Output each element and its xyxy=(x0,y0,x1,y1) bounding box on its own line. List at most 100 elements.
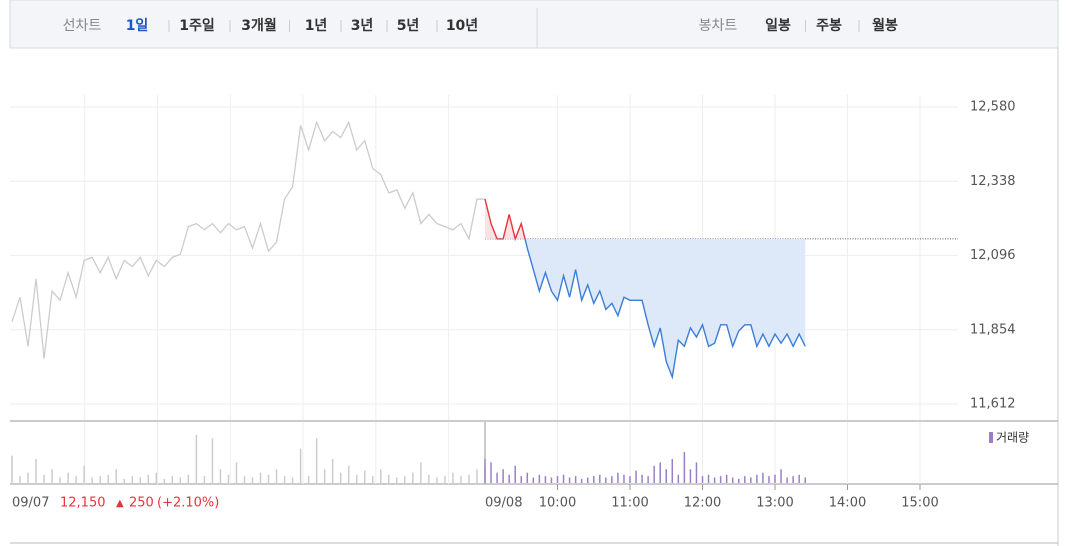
volume-bar xyxy=(490,462,492,483)
volume-bar xyxy=(363,470,366,483)
volume-bar xyxy=(91,477,93,483)
tab[interactable]: 3년 xyxy=(351,18,374,34)
volume-bar xyxy=(131,476,134,483)
volume-bar xyxy=(665,469,667,483)
tab[interactable]: 10년 xyxy=(446,18,478,34)
volume-bar xyxy=(683,452,686,483)
volume-bar xyxy=(339,472,342,483)
volume-bar xyxy=(671,458,674,483)
volume-bar xyxy=(444,476,446,483)
volume-bar xyxy=(762,472,764,483)
y-tick-label: 12,338 xyxy=(970,174,1016,189)
volume-bar xyxy=(436,477,438,483)
volume-bar xyxy=(508,474,510,483)
volume-bar xyxy=(75,476,77,483)
volume-bar xyxy=(496,472,498,483)
volume-bar xyxy=(804,477,806,483)
volume-bar xyxy=(291,477,294,483)
volume-bar xyxy=(251,477,254,483)
volume-bar xyxy=(707,474,710,483)
tab[interactable]: 봉차트 xyxy=(699,18,738,34)
volume-bar xyxy=(355,474,358,483)
x-tick-label: 14:00 xyxy=(829,496,866,511)
tab[interactable]: 선차트 xyxy=(63,18,102,34)
volume-bar xyxy=(744,476,746,483)
volume-bar xyxy=(514,465,516,483)
volume-bar xyxy=(780,469,782,483)
volume-bar xyxy=(243,476,246,483)
volume-bar xyxy=(219,469,222,483)
volume-bar xyxy=(123,478,125,483)
volume-bar xyxy=(750,477,752,483)
volume-bar xyxy=(380,469,382,483)
legend-swatch xyxy=(989,432,993,443)
tab-bar xyxy=(9,0,1059,49)
volume-bar xyxy=(695,462,698,483)
volume-bar xyxy=(484,458,486,483)
volume-bar xyxy=(179,477,182,483)
volume-bar xyxy=(653,465,655,483)
x-tick-label: 13:00 xyxy=(756,496,793,511)
volume-bar xyxy=(115,469,117,483)
volume-bar xyxy=(452,472,454,483)
prev-date-label: 09/07 xyxy=(12,496,49,511)
volume-bar xyxy=(195,434,198,483)
volume-bar xyxy=(544,476,547,483)
prev-day-line xyxy=(11,120,485,359)
tab[interactable]: 1주일 xyxy=(179,18,215,34)
y-tick-label: 12,580 xyxy=(970,100,1016,115)
volume-bar xyxy=(556,476,559,483)
volume-bar xyxy=(689,469,692,483)
volume-bar xyxy=(372,476,374,483)
volume-bar xyxy=(211,438,214,483)
volume-bar xyxy=(259,472,262,483)
volume-bar xyxy=(701,476,704,483)
volume-bar xyxy=(756,474,758,483)
volume-bar xyxy=(139,477,142,483)
volume-bar xyxy=(641,474,643,483)
volume-bar xyxy=(476,469,478,483)
volume-bar xyxy=(574,476,577,483)
tab[interactable]: 3개월 xyxy=(241,17,277,34)
change: 250 xyxy=(129,496,154,511)
volume-bar xyxy=(307,476,310,483)
volume-bar xyxy=(562,474,565,483)
tab[interactable]: 1년 xyxy=(305,18,328,34)
tab[interactable]: 일봉 xyxy=(765,18,791,34)
volume-bar xyxy=(83,465,85,483)
volume-bar xyxy=(388,474,390,483)
volume-bar xyxy=(738,478,740,483)
volume-bar xyxy=(774,474,776,483)
y-tick-label: 12,096 xyxy=(970,248,1016,263)
volume-bar xyxy=(798,474,800,483)
volume-bar xyxy=(617,472,619,483)
volume-bar xyxy=(768,476,770,483)
volume-bar xyxy=(51,469,53,483)
x-tick-label: 11:00 xyxy=(611,496,648,511)
volume-bar xyxy=(520,476,522,483)
tab[interactable]: 주봉 xyxy=(816,18,842,34)
volume-bar xyxy=(538,474,541,483)
volume-bar xyxy=(713,477,716,483)
today-line-down xyxy=(496,238,806,380)
volume-bar xyxy=(635,470,637,483)
tab[interactable]: 5년 xyxy=(397,18,420,34)
volume-bar xyxy=(315,438,318,483)
volume-bar xyxy=(786,477,788,483)
volume-bar xyxy=(275,469,278,483)
tab[interactable]: 1일 xyxy=(126,18,149,34)
y-tick-label: 11,612 xyxy=(970,397,1016,412)
volume-bar xyxy=(43,474,45,483)
volume-bar xyxy=(420,462,422,483)
volume-bar xyxy=(659,462,661,483)
volume-bar xyxy=(283,476,286,483)
tab[interactable]: 월봉 xyxy=(872,17,898,34)
volume-bar xyxy=(629,476,631,483)
volume-bar xyxy=(550,477,553,483)
volume-bar xyxy=(19,476,21,483)
volume-bar xyxy=(267,474,270,483)
volume-bar xyxy=(586,477,589,483)
volume-bar xyxy=(725,474,728,483)
volume-bar xyxy=(719,476,722,483)
volume-bar xyxy=(731,477,734,483)
